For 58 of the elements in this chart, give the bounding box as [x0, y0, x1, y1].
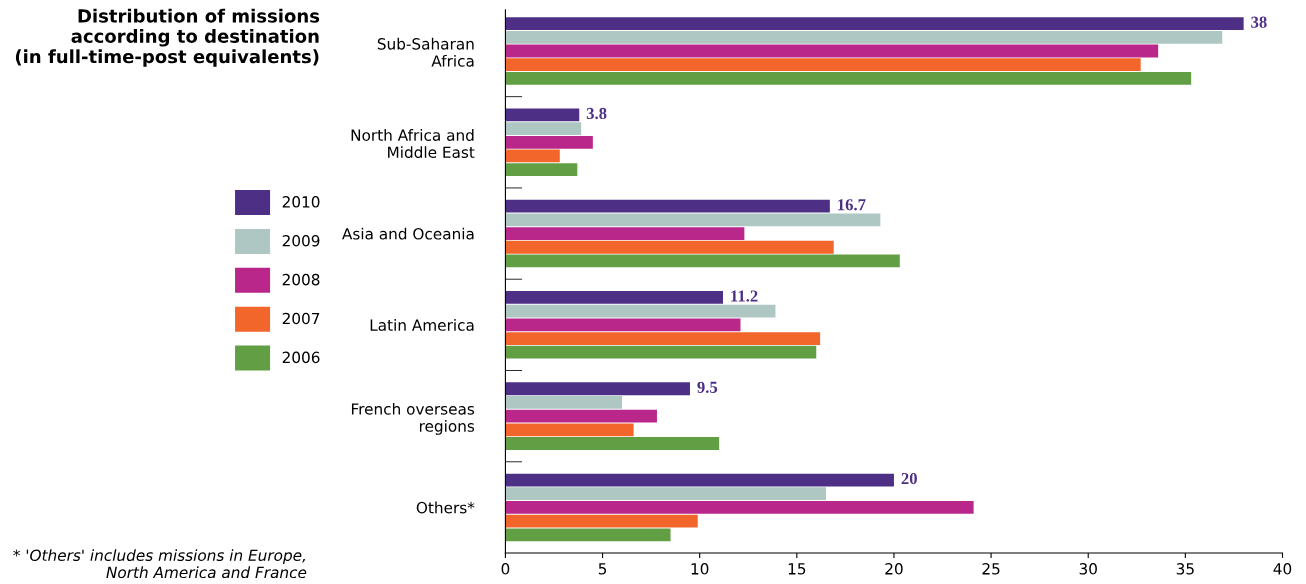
bar [505, 473, 894, 487]
x-tick-label: 0 [501, 563, 510, 575]
data-label: 20 [901, 472, 917, 485]
x-tick-label: 40 [1273, 563, 1292, 575]
bar [505, 345, 817, 359]
bar [505, 17, 1244, 31]
bar [505, 122, 582, 135]
data-label: 11.2 [731, 290, 758, 302]
bar [505, 72, 1192, 85]
bar [505, 58, 1141, 72]
bar [505, 291, 723, 304]
text: Distribution of missions according to destination (in full-time-post equivalents) [15, 8, 320, 67]
bar [505, 149, 560, 163]
bar [505, 437, 720, 450]
bar [505, 30, 1223, 44]
data-label: 3.8 [586, 107, 607, 120]
y-tick-label: Asia and Oceania [342, 227, 474, 240]
legend-label: 2007 [282, 312, 320, 325]
y-tick-label: French overseas regions [351, 402, 475, 435]
legend-label: 2010 [282, 196, 320, 208]
bar [505, 240, 834, 254]
legend-label: 2008 [282, 273, 320, 286]
x-tick-label: 25 [982, 563, 1000, 575]
bar [505, 396, 622, 409]
bar [505, 227, 745, 240]
legend-label: 2006 [282, 351, 320, 364]
x-tick-label: 35 [1176, 563, 1194, 575]
bar [505, 423, 634, 437]
bar [505, 332, 821, 345]
y-tick-label: Sub-Saharan Africa [377, 37, 474, 67]
bar [505, 163, 578, 177]
data-label: 16.7 [838, 199, 866, 211]
x-tick-label: 15 [788, 563, 806, 575]
y-tick-label: Others* [416, 501, 475, 514]
text: * 'Others' includes missions in Europe, North America and France [13, 549, 307, 579]
bar [505, 501, 974, 514]
bar [505, 135, 593, 149]
bar [505, 528, 671, 542]
x-tick-label: 5 [598, 563, 607, 575]
bar [505, 44, 1159, 58]
bar [505, 199, 830, 213]
data-label: 9.5 [697, 381, 718, 393]
bar [505, 409, 657, 423]
y-tick-label: North Africa and Middle East [351, 129, 475, 159]
x-tick-label: 10 [691, 563, 709, 575]
bar [505, 487, 826, 501]
bar [505, 213, 881, 227]
bar [505, 514, 698, 528]
x-tick-label: 30 [1079, 563, 1097, 575]
bar [505, 304, 776, 318]
data-label: 38 [1251, 16, 1267, 28]
bar [505, 108, 580, 122]
bar [505, 254, 900, 268]
legend-label: 2009 [282, 234, 320, 247]
y-tick-label: Latin America [370, 319, 474, 331]
bar [505, 382, 690, 396]
x-tick-label: 20 [885, 563, 903, 575]
bar [505, 318, 741, 332]
